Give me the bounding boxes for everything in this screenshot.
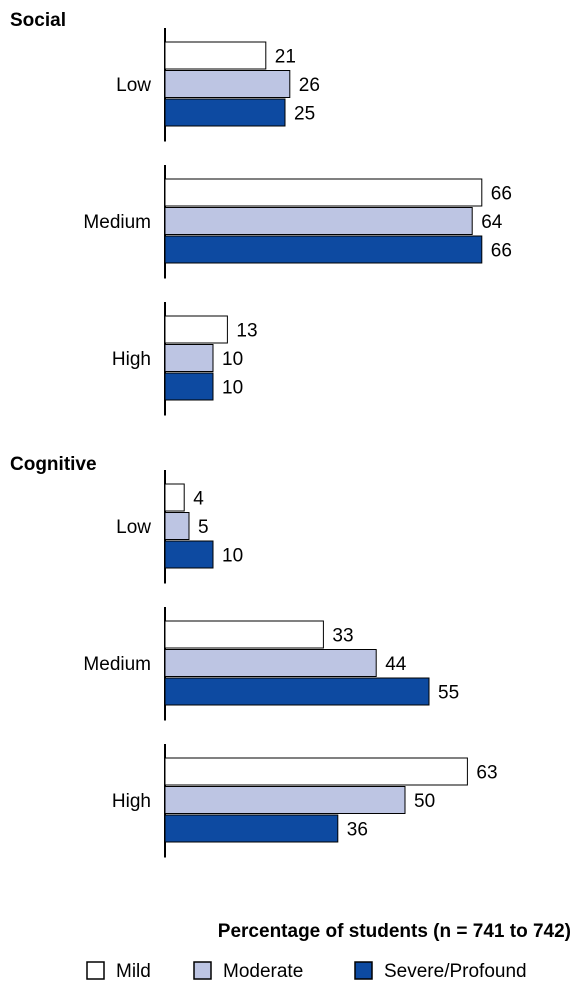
social-medium-mild-value: 66 <box>491 184 512 205</box>
cognitive-medium-mild-bar <box>164 620 324 649</box>
cognitive-low-mild-bar <box>164 483 185 512</box>
social-low-mild-value: 21 <box>275 47 296 68</box>
cognitive-low-mild-value: 4 <box>193 489 204 510</box>
cognitive-medium-label: Medium <box>83 654 151 675</box>
social-high-mild-value: 13 <box>236 321 257 342</box>
social-low-mild-bar <box>164 41 267 70</box>
social-medium-label: Medium <box>83 212 151 233</box>
cognitive-low-severe-profound-bar <box>164 540 214 569</box>
social-low-label: Low <box>116 75 151 96</box>
cognitive-low-moderate-bar <box>164 512 190 540</box>
cognitive-medium-severe-profound-value: 55 <box>438 683 459 704</box>
cognitive-medium-moderate-bar <box>164 649 377 677</box>
legend-label-severe-profound: Severe/Profound <box>384 961 527 982</box>
cognitive-panel-title: Cognitive <box>10 454 97 475</box>
social-high-mild-bar <box>164 315 228 344</box>
social-high-moderate-bar <box>164 344 214 372</box>
social-panel-title: Social <box>10 10 66 31</box>
social-low-severe-profound-value: 25 <box>294 104 315 125</box>
cognitive-low-severe-profound-value: 10 <box>222 546 243 567</box>
social-medium-severe-profound-value: 66 <box>491 241 512 262</box>
legend-label-moderate: Moderate <box>223 961 303 982</box>
cognitive-medium-severe-profound-bar <box>164 677 430 706</box>
legend-swatch-severe-profound <box>354 961 373 980</box>
social-low-moderate-bar <box>164 70 291 98</box>
cognitive-medium-moderate-value: 44 <box>385 654 407 675</box>
cognitive-high-mild-bar <box>164 757 468 786</box>
cognitive-high-moderate-value: 50 <box>414 791 435 812</box>
social-medium-mild-bar <box>164 178 483 207</box>
social-high-moderate-value: 10 <box>222 349 243 370</box>
social-low-moderate-value: 26 <box>299 75 320 96</box>
social-high-label: High <box>112 349 151 370</box>
cognitive-low-moderate-value: 5 <box>198 517 209 538</box>
social-medium-moderate-bar <box>164 207 473 235</box>
social-medium-severe-profound-bar <box>164 235 483 264</box>
legend-swatch-mild <box>86 961 105 980</box>
social-medium-moderate-value: 64 <box>481 212 503 233</box>
legend-swatch-moderate <box>193 961 212 980</box>
x-axis-label: Percentage of students (n = 741 to 742) <box>218 921 571 942</box>
cognitive-high-mild-value: 63 <box>476 763 497 784</box>
social-low-severe-profound-bar <box>164 98 286 127</box>
cognitive-high-moderate-bar <box>164 786 406 814</box>
cognitive-high-severe-profound-bar <box>164 814 339 843</box>
legend-label-mild: Mild <box>116 961 151 982</box>
cognitive-medium-mild-value: 33 <box>332 626 353 647</box>
cognitive-high-severe-profound-value: 36 <box>347 820 368 841</box>
cognitive-low-label: Low <box>116 517 151 538</box>
cognitive-high-label: High <box>112 791 151 812</box>
social-high-severe-profound-bar <box>164 372 214 401</box>
social-high-severe-profound-value: 10 <box>222 378 243 399</box>
